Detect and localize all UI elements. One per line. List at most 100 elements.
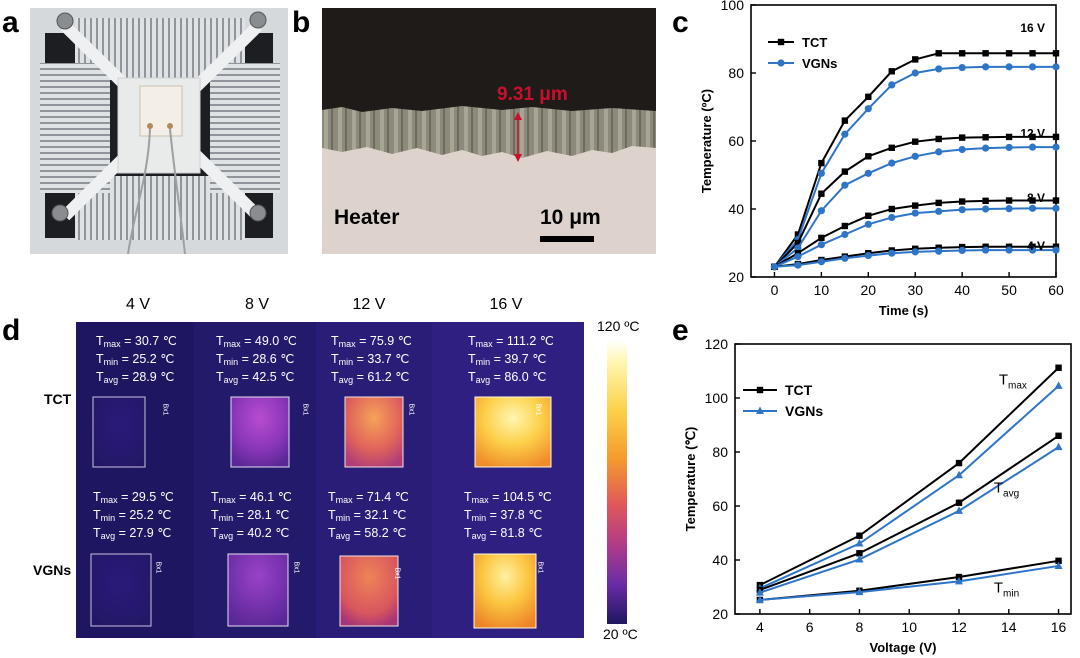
data-point [888,205,895,213]
y-tick-label: 40 [728,201,744,217]
data-point [865,93,872,100]
data-point [955,506,963,514]
plot-frame [734,343,1072,615]
readout-line-avg: Tavg = 86.0 ℃ [468,370,547,385]
box-label: Bx1 [301,403,309,416]
data-point [955,459,963,467]
readout-line-avg: Tavg = 40.2 ℃ [211,526,290,541]
panel-label-c: c [672,6,689,39]
data-point [888,249,896,257]
column-header-16v: 16 V [489,296,523,313]
series-label-tmax: Tmax [999,372,1027,392]
legend-label-tct: TCT [785,382,813,398]
y-tick-label: 20 [712,606,728,622]
data-point [1052,63,1060,71]
colorbar [607,340,627,624]
data-point [1005,143,1013,152]
data-point [1029,197,1036,204]
y-tick-label: 80 [728,65,744,81]
data-point [982,246,990,254]
data-point [794,253,802,261]
readout-line-avg: Tavg = 42.5 ℃ [216,370,295,385]
box-label: Bx1 [161,403,169,416]
data-point [958,246,966,255]
readout-line-min: Tmin = 37.8 ℃ [464,508,543,523]
box-label: Bx1 [154,561,162,574]
data-point [935,65,943,73]
box-label: Bx1 [534,403,542,416]
data-point [817,258,825,266]
legend-marker [777,59,785,67]
data-point [955,499,963,506]
data-point [818,159,825,167]
x-tick-label: 60 [1048,282,1064,298]
row-label-tct: TCT [44,391,72,407]
x-tick-label: 14 [1001,619,1017,635]
data-point [1052,204,1060,212]
x-tick-label: 30 [907,282,923,298]
thermal-box-tct-8v [230,396,290,468]
thermal-grid-drawing [76,322,584,638]
data-point [911,248,919,256]
data-point [982,205,990,213]
readout-vgns-4v: Tmax = 29.5 ℃ Tmin = 25.2 ℃ Tavg = 27.9 ℃ [93,490,174,544]
data-point [841,230,849,239]
readout-vgns-8v: Tmax = 46.1 ℃ Tmin = 28.1 ℃ Tavg = 40.2 ℃ [211,490,292,544]
data-point [1052,246,1060,254]
readout-line-max: Tmax = 75.9 ℃ [331,334,412,349]
t-symbol: T [994,480,1003,497]
data-point [1029,133,1036,141]
panel-label-a: a [2,6,19,39]
heatsink-photo [30,8,288,254]
legend-marker [756,386,764,394]
legend-marker [756,406,764,414]
readout-line-min: Tmin = 39.7 ℃ [468,352,547,367]
thermal-box-tct-16v [474,396,552,468]
readout-line-avg: Tavg = 28.9 ℃ [96,370,175,385]
data-point [864,169,872,177]
voltage-annotation: 8 V [1027,191,1045,205]
readout-line-min: Tmin = 28.6 ℃ [216,352,295,367]
micrograph-drawing [322,8,656,254]
t-symbol: T [994,579,1003,596]
data-point [1028,204,1037,212]
x-tick-label: 20 [861,282,877,298]
t-symbol: T [999,372,1008,389]
panel-label-b: b [292,6,311,39]
data-point [841,222,849,230]
legend-marker [777,38,785,46]
data-point [841,168,849,175]
data-point [935,199,942,207]
data-point [794,244,802,252]
readout-line-avg: Tavg = 58.2 ℃ [328,526,407,541]
x-tick-label: 6 [806,619,814,635]
data-point [1005,63,1013,71]
data-point [856,550,863,557]
data-point [982,197,989,205]
readout-line-max: Tmax = 29.5 ℃ [93,490,174,505]
data-point [912,202,919,209]
data-point [935,207,943,215]
series-line-tct-16-v [773,52,1056,268]
data-point [958,134,966,141]
y-tick-label: 100 [705,390,729,406]
data-point [935,148,943,156]
data-point [755,595,764,603]
box-label: Bx1 [536,561,544,574]
colorbar-max-label: 120 ºC [597,318,640,334]
box-label: Bx1 [393,567,401,580]
series-label-tavg: Tavg [994,480,1019,500]
y-tick-label: 100 [721,0,745,13]
data-point [1054,381,1063,389]
data-point [1055,557,1062,565]
series-line-vgns-tmin [759,564,1059,601]
data-point [955,576,963,585]
thermal-box-tct-12v [344,396,404,468]
data-point [912,138,919,145]
box-label: Bx1 [292,561,300,574]
column-header-8v: 8 V [244,296,269,313]
data-point [888,213,896,222]
data-point [770,263,779,271]
y-axis-label: Temperature (ºC) [699,89,714,193]
readout-line-max: Tmax = 49.0 ℃ [216,334,297,349]
